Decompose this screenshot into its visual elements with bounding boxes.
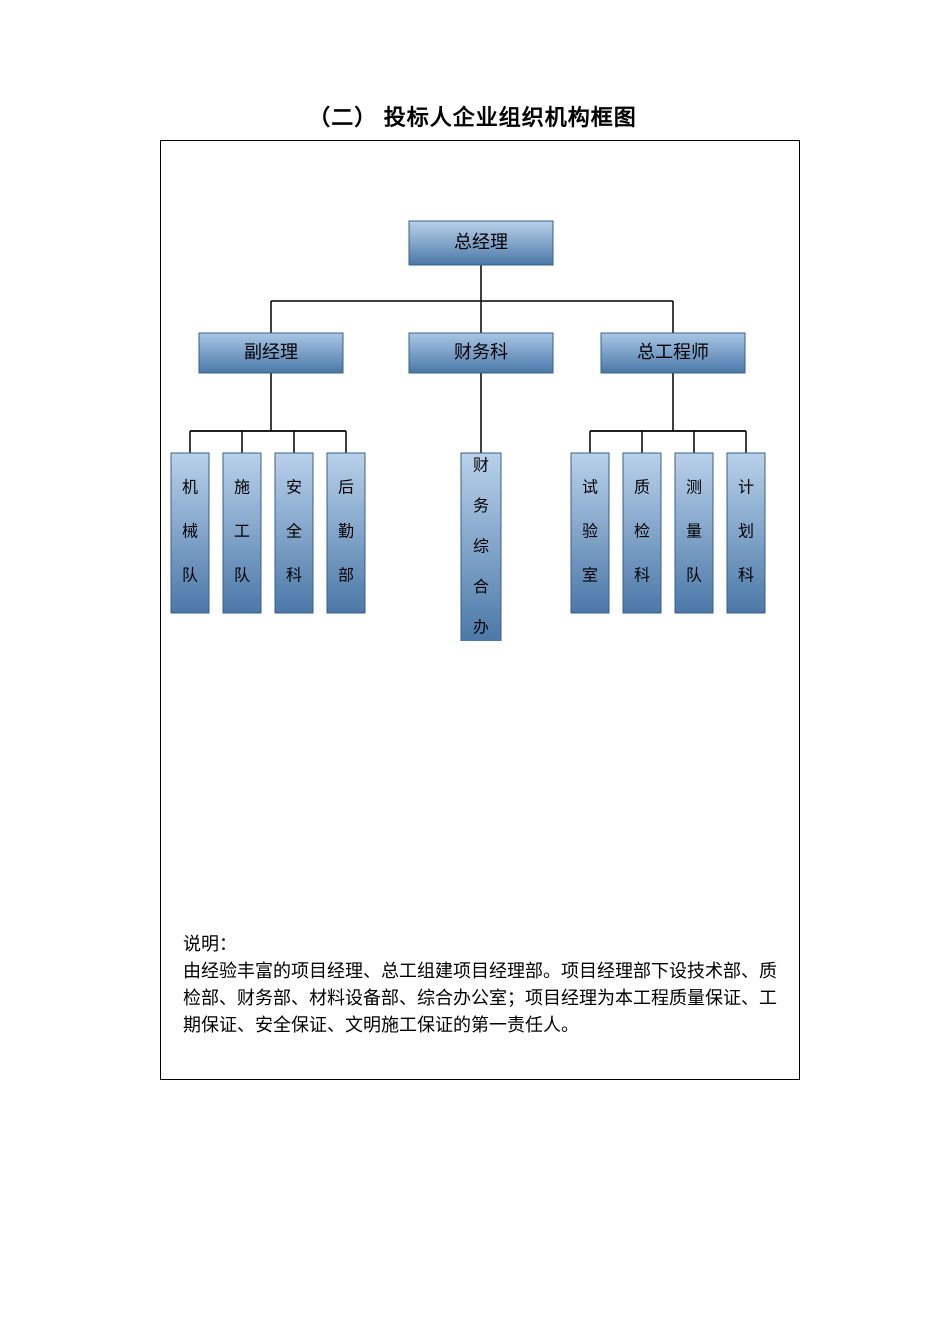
svg-text:科: 科 — [634, 567, 650, 585]
svg-text:划: 划 — [738, 523, 754, 541]
svg-text:办: 办 — [473, 619, 489, 637]
svg-text:队: 队 — [686, 567, 702, 585]
svg-text:后: 后 — [338, 479, 354, 497]
svg-text:安: 安 — [286, 479, 302, 497]
svg-text:总工程师: 总工程师 — [637, 342, 709, 362]
svg-text:室: 室 — [582, 567, 598, 585]
svg-text:科: 科 — [738, 567, 754, 585]
chart-frame: 总经理副经理 财务科 总工程师机械队 施工队 安全科 后勤部 财务综合办 试验室 质检科 测量队 计… — [160, 140, 800, 1080]
svg-text:质: 质 — [634, 479, 650, 497]
svg-text:测: 测 — [686, 479, 702, 497]
svg-text:综: 综 — [473, 538, 489, 556]
svg-text:工: 工 — [234, 524, 250, 541]
svg-text:财: 财 — [473, 457, 489, 475]
svg-text:机: 机 — [182, 479, 198, 497]
svg-text:勤: 勤 — [338, 523, 354, 541]
org-chart: 总经理副经理 财务科 总工程师机械队 施工队 安全科 后勤部 财务综合办 试验室 质检科 测量队 计… — [161, 141, 801, 641]
page: （二） 投标人企业组织机构框图 总经理副经理财务科总工 — [0, 0, 945, 1337]
svg-text:财务科: 财务科 — [454, 342, 508, 362]
svg-text:检: 检 — [634, 523, 650, 541]
svg-text:部: 部 — [338, 567, 354, 585]
svg-text:全: 全 — [286, 523, 302, 541]
svg-text:总经理: 总经理 — [454, 232, 508, 252]
svg-text:械: 械 — [182, 523, 198, 541]
svg-text:计: 计 — [738, 479, 754, 497]
svg-text:试: 试 — [582, 479, 598, 497]
svg-text:队: 队 — [182, 567, 198, 585]
svg-text:施: 施 — [234, 479, 250, 497]
svg-text:务: 务 — [473, 497, 489, 515]
svg-text:合: 合 — [473, 578, 489, 596]
description-body: 由经验丰富的项目经理、总工组建项目经理部。项目经理部下设技术部、质检部、财务部、… — [183, 958, 779, 1039]
svg-text:队: 队 — [234, 567, 250, 585]
description-block: 说明： 由经验丰富的项目经理、总工组建项目经理部。项目经理部下设技术部、质检部、… — [183, 931, 779, 1039]
page-title: （二） 投标人企业组织机构框图 — [0, 100, 945, 132]
svg-text:科: 科 — [286, 567, 302, 585]
svg-text:量: 量 — [686, 524, 702, 541]
svg-text:验: 验 — [582, 523, 598, 541]
svg-text:副经理: 副经理 — [244, 342, 298, 362]
description-heading: 说明： — [183, 931, 779, 958]
